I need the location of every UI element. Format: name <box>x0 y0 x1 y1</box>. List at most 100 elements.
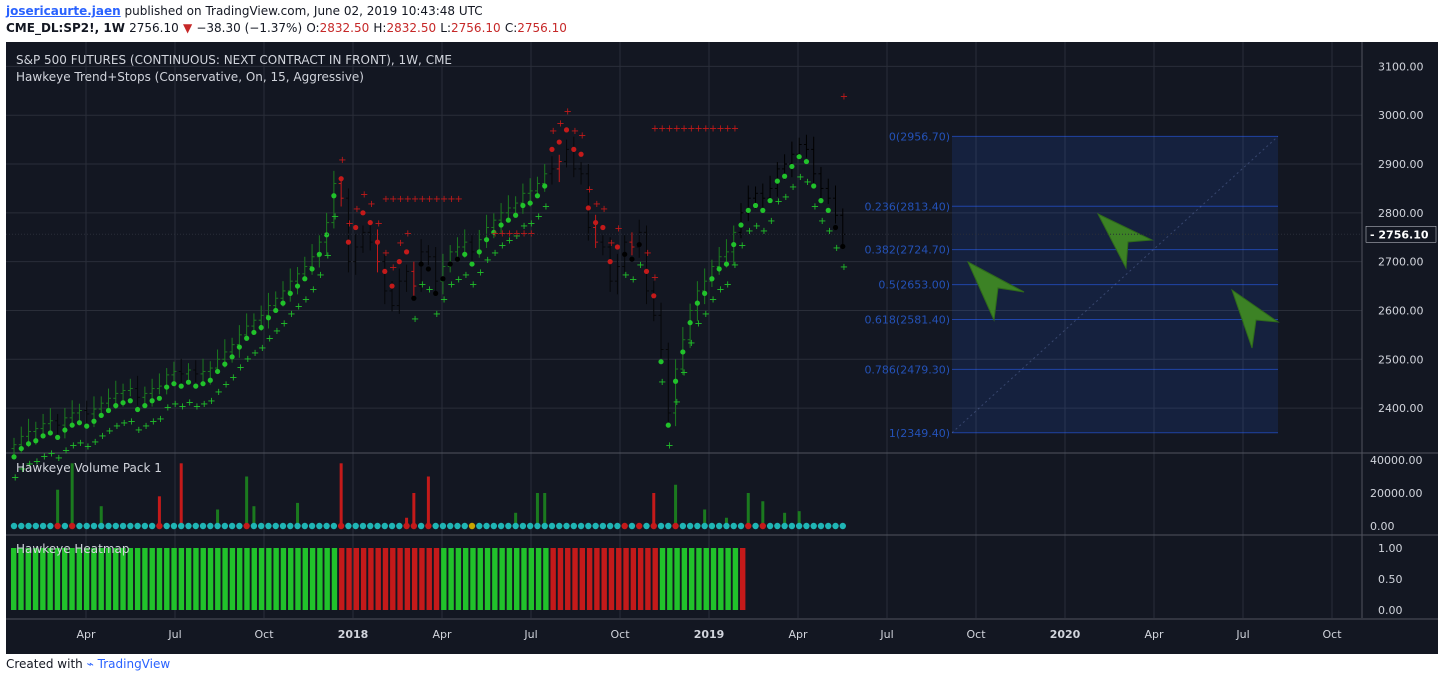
trend-dot <box>694 300 700 306</box>
high-label: H: <box>373 21 387 35</box>
heatmap-tick: 0.00 <box>1378 604 1403 617</box>
heatmap-bar <box>667 548 673 610</box>
heatmap-bar <box>557 548 564 610</box>
stop-cross: + <box>47 448 55 459</box>
heatmap-bar <box>127 548 134 610</box>
volume-bar <box>746 493 750 526</box>
trend-dot <box>185 379 192 385</box>
volume-dot <box>534 522 541 530</box>
stop-cross: + <box>520 221 528 232</box>
trend-dot <box>273 307 279 314</box>
stop-cross: + <box>571 126 579 137</box>
chart-canvas[interactable]: 0(2956.70) 0.236(2813.40) 0.382(2724.70) 0.… <box>6 42 1438 654</box>
volume-dot <box>476 522 483 530</box>
stop-cross: + <box>505 236 513 247</box>
stop-cross: + <box>542 202 550 213</box>
volume-dot <box>715 522 723 530</box>
trend-dot <box>244 335 250 341</box>
heatmap-bar <box>441 548 447 610</box>
stop-cross: + <box>353 204 361 215</box>
symbol-line: CME_DL:SP2!, 1W 2756.10 ▼ −38.30 (−1.37%… <box>6 21 567 35</box>
stop-cross: + <box>694 319 702 330</box>
stop-cross: + <box>338 155 346 166</box>
heatmap-bar <box>236 548 243 610</box>
heatmap-bar <box>565 548 571 610</box>
heatmap-bar <box>696 548 702 610</box>
stop-cross: + <box>527 219 535 230</box>
volume-pane-title: Hawkeye Volume Pack 1 <box>16 461 162 475</box>
time-tick: Apr <box>788 628 808 641</box>
price-tick: 2700.00 <box>1378 256 1424 269</box>
stop-cross: + <box>178 402 186 413</box>
volume-bar <box>652 493 656 526</box>
volume-bar <box>514 512 518 526</box>
stop-cross: + <box>324 250 332 261</box>
volume-dot <box>257 522 265 530</box>
price-tick: 2600.00 <box>1378 304 1424 317</box>
volume-dot <box>68 522 76 530</box>
stop-cross: + <box>106 426 114 437</box>
stop-cross: + <box>113 421 121 432</box>
stop-cross: + <box>280 319 288 330</box>
trend-dot <box>55 434 61 440</box>
time-tick: 2020 <box>1050 628 1081 641</box>
trend-dot <box>513 212 519 218</box>
heatmap-bar <box>645 548 651 610</box>
volume-bar <box>761 501 765 526</box>
time-tick: Apr <box>1144 628 1164 641</box>
heatmap-bar <box>273 548 279 610</box>
heatmap-bar <box>11 548 17 610</box>
heatmap-bar <box>215 548 221 610</box>
heatmap-bar <box>710 548 717 610</box>
trend-dot <box>774 178 780 184</box>
username-link[interactable]: josericaurte.jaen <box>6 4 121 18</box>
trend-dot <box>818 198 824 204</box>
stop-cross: + <box>840 92 848 103</box>
heatmap-bar <box>659 548 666 610</box>
stop-cross: + <box>709 123 717 134</box>
stop-cross: + <box>360 189 368 200</box>
heatmap-bar <box>470 548 476 610</box>
stop-cross: + <box>825 226 833 237</box>
trend-dot <box>520 202 526 209</box>
stop-cross: + <box>651 123 659 134</box>
trend-dot <box>316 251 322 257</box>
stop-cross: + <box>440 294 448 305</box>
volume-dot <box>207 522 214 530</box>
open-value: 2832.50 <box>319 21 370 35</box>
trend-dot <box>127 398 133 404</box>
trend-dot <box>287 290 293 296</box>
volume-dot <box>163 522 170 530</box>
volume-dot <box>766 522 774 530</box>
stop-cross: + <box>731 123 739 134</box>
down-arrow-icon: ▼ <box>182 21 193 35</box>
fib-label: 0.618(2581.40) <box>864 314 950 327</box>
volume-dot <box>774 522 781 530</box>
stop-cross: + <box>447 280 455 291</box>
volume-dot <box>185 522 192 530</box>
trend-dot <box>178 383 184 389</box>
price-tick: 2500.00 <box>1378 353 1424 366</box>
stop-cross: + <box>287 309 295 320</box>
trend-dot <box>33 438 39 444</box>
volume-dot <box>250 522 258 530</box>
volume-dot <box>614 522 621 530</box>
volume-dot <box>672 522 679 530</box>
trend-dot <box>425 266 431 272</box>
volume-dot <box>148 522 156 530</box>
heatmap-bar <box>266 548 272 610</box>
trend-dot <box>302 276 308 282</box>
volume-tick: 40000.00 <box>1370 454 1423 467</box>
trend-dot <box>214 368 221 375</box>
stop-cross: + <box>738 241 746 252</box>
volume-dot <box>570 522 577 530</box>
heatmap-bar <box>295 548 301 610</box>
volume-dot <box>795 522 803 530</box>
stop-cross: + <box>193 402 201 413</box>
heatmap-bar <box>732 548 739 610</box>
heatmap-bar <box>433 548 440 610</box>
price-tick: 2800.00 <box>1378 207 1424 220</box>
volume-dot <box>47 522 54 530</box>
volume-dot <box>694 522 701 530</box>
tradingview-link[interactable]: TradingView <box>97 657 171 671</box>
